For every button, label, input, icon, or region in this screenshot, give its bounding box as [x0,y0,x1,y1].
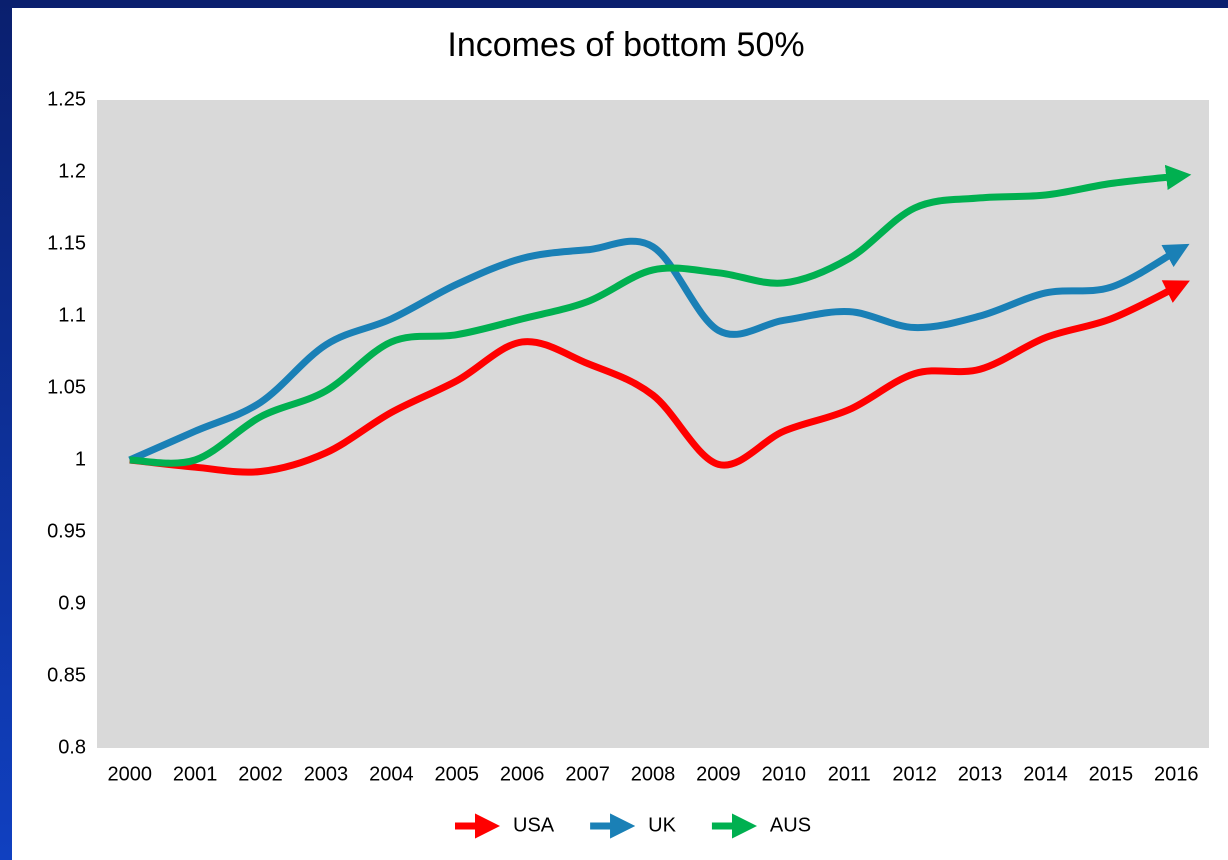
x-tick-label: 2014 [1023,763,1068,785]
x-tick-label: 2000 [107,763,152,785]
x-tick-label: 2006 [500,763,545,785]
x-tick-label: 2012 [892,763,937,785]
x-tick-label: 2002 [238,763,283,785]
series-line [129,164,1192,467]
x-tick-label: 2013 [958,763,1003,785]
x-tick-label: 2001 [173,763,218,785]
legend-label: UK [648,814,676,836]
y-tick-label: 1.15 [47,232,86,254]
y-tick-label: 0.8 [58,736,86,758]
x-tick-label: 2003 [304,763,349,785]
legend-label: USA [513,814,555,836]
x-tick-label: 2009 [696,763,741,785]
y-tick-label: 1.25 [47,88,86,110]
plot-area [97,100,1209,748]
legend-label: AUS [770,814,811,836]
x-tick-label: 2008 [631,763,676,785]
x-tick-label: 2015 [1089,763,1134,785]
x-tick-label: 2016 [1154,763,1199,785]
x-tick-label: 2011 [828,763,871,785]
series-line [128,237,1190,464]
x-tick-label: 2005 [435,763,480,785]
y-tick-label: 0.85 [47,664,86,686]
y-tick-label: 1.1 [58,304,86,326]
x-tick-label: 2010 [762,763,807,785]
y-tick-label: 1.2 [58,160,86,182]
series-line [129,280,1190,476]
x-tick-label: 2007 [565,763,610,785]
chart-title: Incomes of bottom 50% [447,26,804,64]
y-tick-label: 1.05 [47,376,86,398]
y-tick-label: 0.95 [47,520,86,542]
x-tick-label: 2004 [369,763,414,785]
y-tick-label: 1 [75,448,86,470]
y-tick-label: 0.9 [58,592,86,614]
